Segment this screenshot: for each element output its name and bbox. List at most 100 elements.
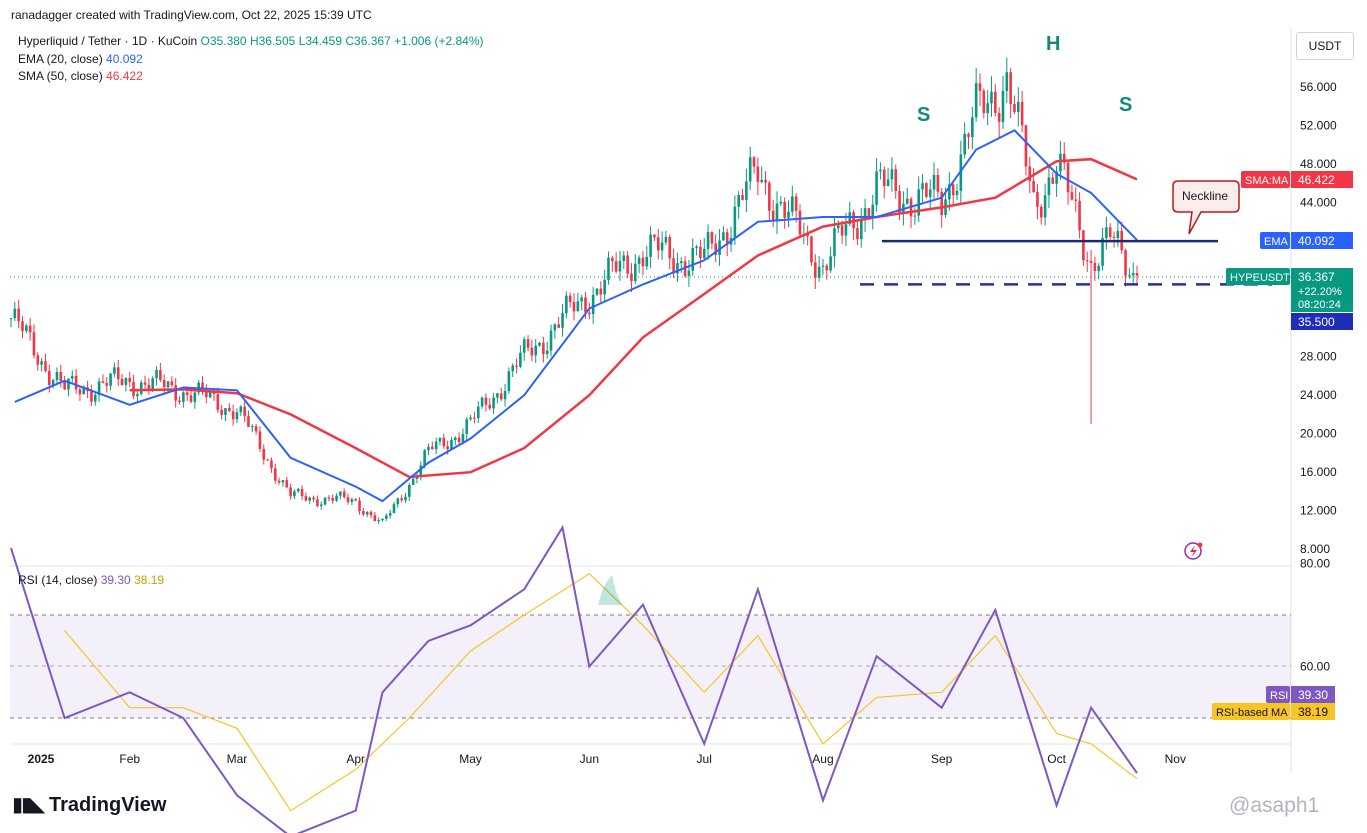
candle [840, 220, 844, 245]
level-badge[interactable]: 35.500 [1291, 313, 1353, 330]
candle [817, 255, 821, 282]
candle [1066, 160, 1070, 205]
candle-body [668, 236, 672, 259]
candle-body [725, 232, 729, 245]
rsi-badge-value: 39.30 [1298, 688, 1328, 702]
candle-body [821, 265, 825, 267]
candle [955, 183, 959, 201]
ema-badge[interactable]: EMA 40.092 [1260, 232, 1353, 249]
candle-body [346, 497, 350, 502]
currency-button[interactable]: USDT [1296, 32, 1354, 60]
candle [917, 176, 921, 222]
rsi-ma-badge[interactable]: RSI-based MA 38.19 [1212, 703, 1335, 720]
time-tick-label: Oct [1047, 752, 1066, 766]
tradingview-brand[interactable]: ▮▮◣ TradingView [12, 792, 166, 817]
candle-body [316, 499, 319, 506]
candle [859, 207, 863, 248]
sma-line [129, 157, 1138, 479]
candle-body [90, 391, 93, 402]
candle-body [1128, 275, 1131, 277]
time-tick-label: Apr [346, 752, 365, 766]
candle-body [266, 459, 269, 461]
candle-body [358, 500, 361, 512]
candle-body [476, 406, 480, 419]
candle-body [948, 184, 951, 200]
candle-body [637, 257, 641, 264]
candle-body [561, 313, 564, 328]
symbol-price-badge[interactable]: HYPEUSDT 36.367 +22.20% 08:20:24 [1226, 268, 1353, 312]
candle-body [408, 484, 411, 497]
candle [1047, 164, 1051, 208]
candle-body [28, 325, 32, 333]
candle [281, 479, 285, 487]
candle-body [928, 189, 932, 197]
candle-body [431, 446, 434, 450]
candle [775, 191, 779, 235]
candle-body [1089, 260, 1093, 263]
candle-body [844, 224, 848, 236]
candle [438, 437, 442, 446]
candle [55, 367, 59, 386]
rsi-legend-row[interactable]: RSI (14, close) 39.30 38.19 [18, 573, 164, 587]
candle-body [461, 434, 465, 442]
symbol-name[interactable]: Hyperliquid / Tether · 1D · KuCoin [18, 34, 198, 48]
candle-body [239, 406, 243, 413]
rsi-axis[interactable]: 80.00 60.00 [1300, 557, 1330, 674]
sma-badge[interactable]: SMA:MA 46.422 [1241, 171, 1353, 188]
symbol-legend-row[interactable]: Hyperliquid / Tether · 1D · KuCoin O35.3… [18, 34, 484, 48]
candle [794, 193, 798, 223]
candle [844, 212, 848, 246]
ema-line [14, 129, 1138, 503]
candle-body [442, 437, 446, 447]
candle-body [955, 190, 959, 196]
neckline-callout[interactable]: Neckline [1172, 180, 1240, 235]
candle-body [189, 395, 193, 402]
candle [821, 259, 825, 276]
candle [480, 396, 484, 409]
candle [404, 492, 407, 503]
candle-body [833, 228, 836, 257]
rsi-badge[interactable]: RSI 39.30 [1266, 686, 1335, 703]
candle [875, 158, 878, 212]
candle-body [913, 215, 917, 217]
time-axis[interactable]: 2025 Feb Mar Apr May Jun Jul Aug Sep Oct Nov [28, 752, 1186, 766]
candle [580, 294, 583, 311]
candle [603, 269, 606, 302]
candle [434, 437, 438, 455]
sma-legend-row[interactable]: SMA (50, close) 46.422 [18, 69, 143, 83]
candle-body [396, 498, 400, 505]
candle [28, 318, 32, 341]
time-tick-label: Jun [580, 752, 599, 766]
candle-body [978, 83, 982, 91]
candle [702, 237, 706, 260]
candle [316, 495, 319, 508]
candle-body [591, 294, 595, 315]
candle [74, 368, 78, 394]
last-price-value: 36.367 [1298, 270, 1335, 284]
candle-body [55, 371, 59, 381]
candle-body [940, 191, 943, 216]
candle [132, 374, 135, 400]
ema-legend-row[interactable]: EMA (20, close) 40.092 [18, 52, 143, 66]
candle [925, 182, 928, 199]
candle-body [1131, 272, 1135, 276]
candle [1016, 87, 1020, 127]
price-tick-label: 8.000 [1300, 542, 1330, 556]
candle [319, 501, 323, 510]
candle-body [354, 499, 357, 501]
candle [63, 375, 66, 391]
candle [649, 226, 652, 269]
candle-body [228, 408, 231, 412]
candle [768, 181, 771, 220]
candle-body [304, 496, 308, 501]
candle [699, 239, 702, 268]
candle [1055, 165, 1058, 197]
candle [886, 167, 890, 187]
candle [1108, 223, 1112, 240]
lightning-icon[interactable] [1184, 542, 1203, 560]
candle [473, 411, 476, 424]
candle [9, 318, 13, 328]
candle [59, 364, 63, 388]
rsi-legend-value: 39.30 [100, 573, 131, 587]
